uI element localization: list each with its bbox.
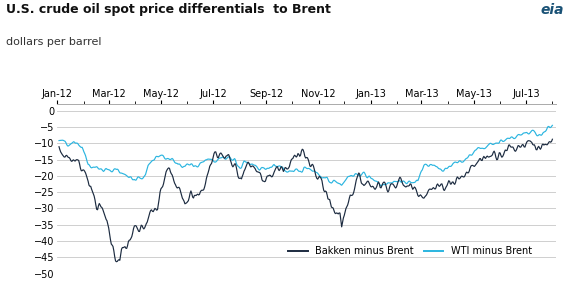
Text: eia: eia [541, 3, 564, 17]
Text: U.S. crude oil spot price differentials  to Brent: U.S. crude oil spot price differentials … [6, 3, 331, 16]
Text: dollars per barrel: dollars per barrel [6, 37, 101, 47]
Legend: Bakken minus Brent, WTI minus Brent: Bakken minus Brent, WTI minus Brent [284, 243, 536, 260]
